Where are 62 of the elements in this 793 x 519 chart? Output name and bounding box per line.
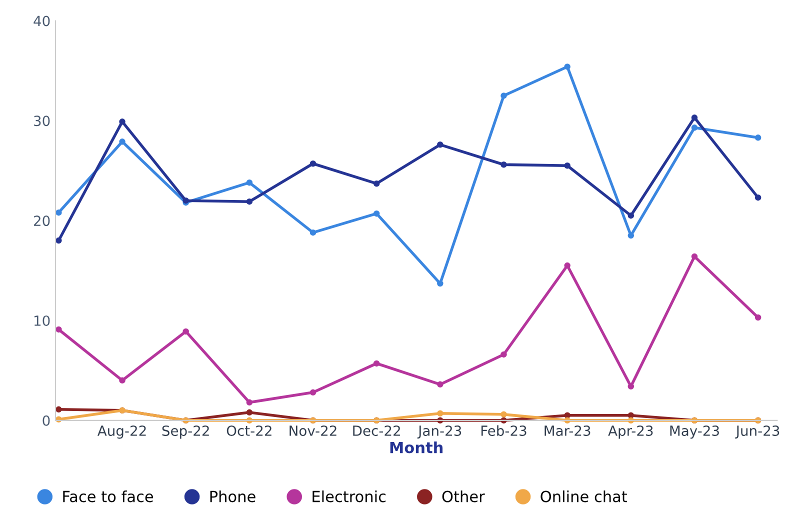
x-tick-label: Nov-22 [290,425,336,436]
point [437,410,444,417]
x-axis-title: Month [390,441,443,454]
x-tick-label: Jun-23 [735,425,780,439]
y-tick-label: 40 [34,16,50,26]
x-tick-label: Dec-22 [353,425,400,436]
y-tick-label: 20 [34,216,50,226]
legend-label: Electronic [312,490,386,502]
point [564,162,570,169]
point [373,210,380,217]
point [56,326,62,333]
point [56,209,62,216]
y-tick-label: 30 [34,116,50,126]
legend-label: Face to face [63,490,154,502]
legend-label: Phone [210,490,256,502]
point [628,212,634,219]
point [373,180,380,187]
point [56,406,62,413]
point [564,64,570,70]
point [246,409,253,416]
point [246,179,253,186]
point [628,383,634,390]
point [56,237,62,244]
x-tick-label: Feb-23 [481,425,526,436]
x-tick-label: Mar-23 [544,425,590,436]
point [500,411,507,418]
point [437,142,444,148]
point [691,124,698,131]
y-tick-label: 0 [42,415,50,426]
point [628,412,634,419]
point [754,134,762,141]
x-tick-label: Aug-22 [97,425,146,439]
point [373,360,380,367]
point [437,381,444,388]
point [754,314,762,321]
point [691,114,698,121]
point [754,194,762,201]
x-tick-label: Jan-23 [417,425,462,439]
x-tick-label: Apr-23 [608,425,653,439]
point [500,351,507,358]
y-tick-label: 10 [34,315,50,326]
point [437,280,444,287]
legend-label: Online chat [540,490,628,502]
point [310,229,316,236]
x-tick-label: May-23 [670,425,719,439]
point [564,412,570,419]
point [500,92,507,99]
point [691,253,698,260]
point [310,389,316,396]
point [182,328,189,335]
point [119,118,126,125]
x-tick-label: Sep-22 [162,425,209,439]
point [564,262,570,269]
point [119,138,126,145]
point [500,162,507,168]
point [310,160,316,167]
point [246,399,253,406]
x-tick-label: Oct-22 [226,425,272,436]
legend-label: Other [442,490,485,502]
point [246,198,253,205]
point [119,377,126,384]
point [628,232,634,239]
